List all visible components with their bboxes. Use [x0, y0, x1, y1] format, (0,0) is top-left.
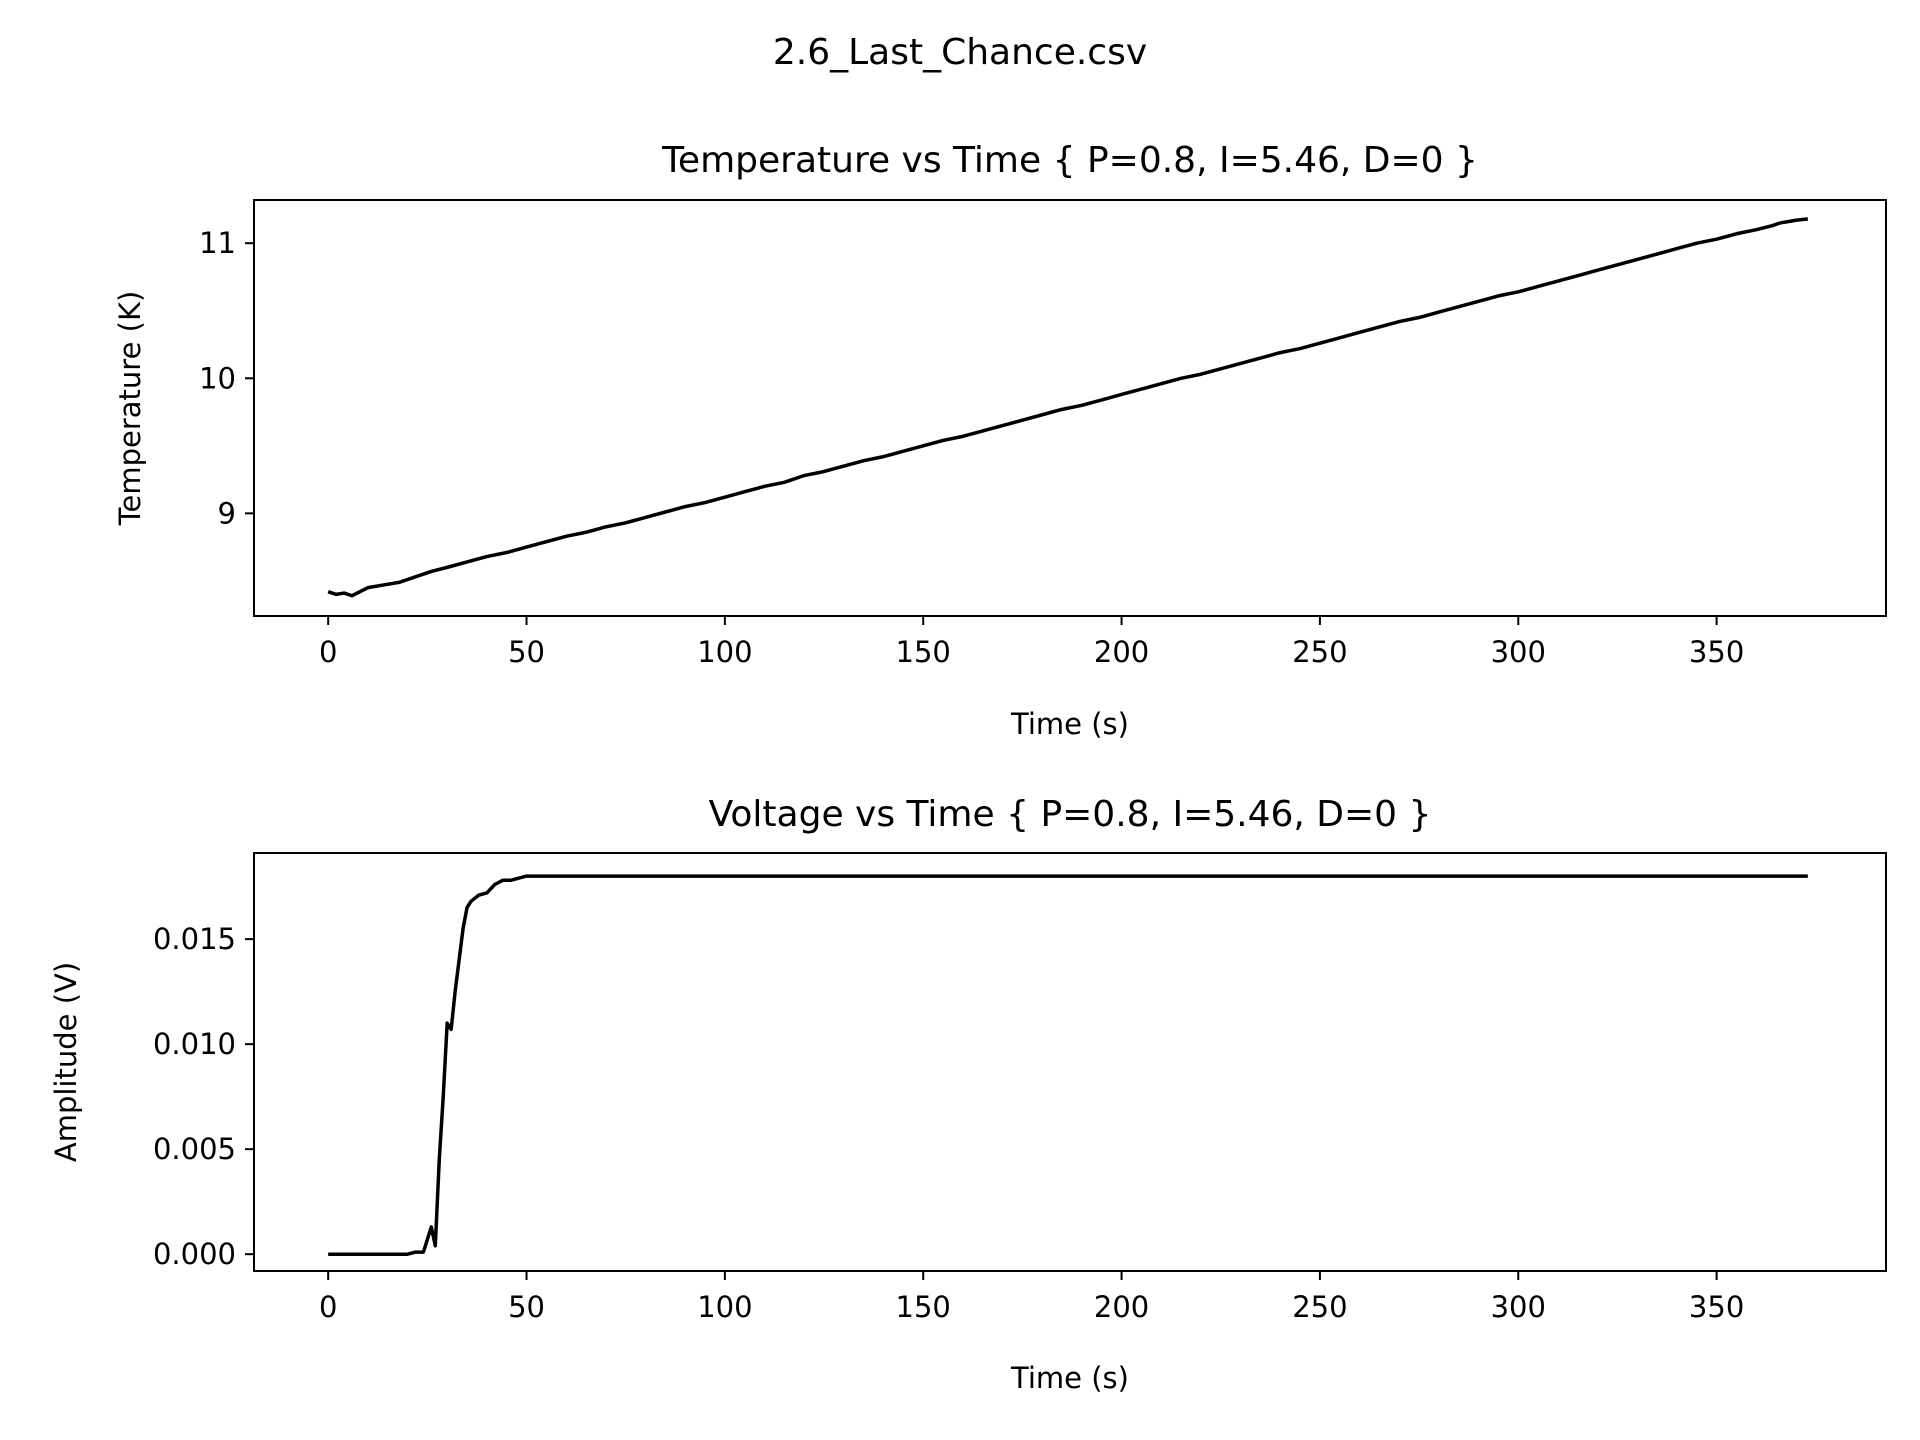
temperature-y-tick-label: 9 — [218, 496, 236, 530]
voltage-y-ticks: 0.000 0.005 0.010 0.015 — [153, 922, 254, 1271]
voltage-y-tick-label: 0.000 — [153, 1237, 236, 1271]
temperature-x-tick-label: 250 — [1292, 635, 1347, 669]
temperature-x-ticks: 0 50 100 150 200 250 300 350 — [319, 616, 1744, 669]
voltage-x-tick-label: 250 — [1292, 1290, 1347, 1324]
voltage-x-tick-label: 100 — [697, 1290, 752, 1324]
temperature-x-tick-label: 300 — [1491, 635, 1546, 669]
temperature-plot-frame — [253, 199, 1887, 617]
voltage-x-tick-label: 50 — [508, 1290, 545, 1324]
voltage-x-tick-label: 200 — [1094, 1290, 1149, 1324]
temperature-x-tick-label: 50 — [508, 635, 545, 669]
voltage-series-line — [328, 874, 1808, 1256]
voltage-y-tick-label: 0.015 — [153, 922, 236, 956]
voltage-x-tick-label: 0 — [319, 1290, 337, 1324]
temperature-y-tick-label: 10 — [199, 361, 236, 395]
voltage-y-tick-label: 0.005 — [153, 1132, 236, 1166]
temperature-x-tick-label: 150 — [896, 635, 951, 669]
temperature-x-axis-label: Time (s) — [1010, 707, 1129, 741]
voltage-y-tick-label: 0.010 — [153, 1027, 236, 1061]
temperature-panel: Temperature vs Time { P=0.8, I=5.46, D=0… — [113, 140, 1887, 741]
voltage-plot-frame — [253, 852, 1887, 1272]
voltage-panel: Voltage vs Time { P=0.8, I=5.46, D=0 } 0… — [49, 794, 1887, 1395]
voltage-x-tick-label: 150 — [896, 1290, 951, 1324]
temperature-x-tick-label: 200 — [1094, 635, 1149, 669]
voltage-x-ticks: 0 50 100 150 200 250 300 350 — [319, 1271, 1744, 1324]
voltage-y-axis-label: Amplitude (V) — [49, 962, 83, 1162]
temperature-x-tick-label: 100 — [697, 635, 752, 669]
voltage-x-tick-label: 350 — [1689, 1290, 1744, 1324]
temperature-y-axis-label: Temperature (K) — [113, 291, 147, 527]
voltage-chart-title: Voltage vs Time { P=0.8, I=5.46, D=0 } — [709, 794, 1432, 835]
temperature-chart-title: Temperature vs Time { P=0.8, I=5.46, D=0… — [661, 140, 1478, 181]
temperature-x-tick-label: 0 — [319, 635, 337, 669]
voltage-x-axis-label: Time (s) — [1010, 1361, 1129, 1395]
temperature-series-line — [327, 217, 1809, 598]
voltage-x-tick-label: 300 — [1491, 1290, 1546, 1324]
figure-suptitle: 2.6_Last_Chance.csv — [773, 32, 1147, 73]
temperature-y-tick-label: 11 — [199, 226, 236, 260]
temperature-y-ticks: 9 10 11 — [199, 226, 254, 530]
temperature-x-tick-label: 350 — [1689, 635, 1744, 669]
